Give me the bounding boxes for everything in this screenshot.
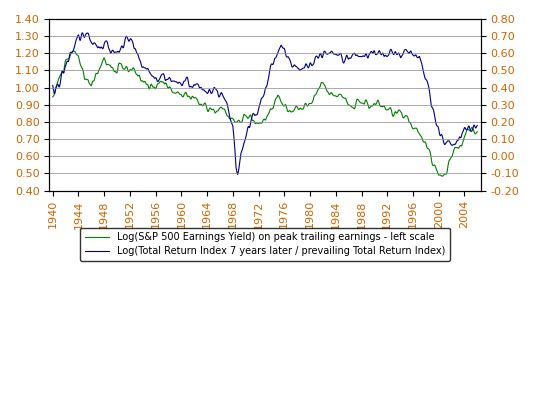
Log(S&P 500 Earnings Yield) on peak trailing earnings - left scale [439, 174, 445, 179]
Log(Total Return Index 7 years later / prevailing Total Return Index) [66, 58, 72, 63]
Log(S&P 500 Earnings Yield) on peak trailing earnings - left scale [198, 102, 204, 107]
Log(S&P 500 Earnings Yield) on peak trailing earnings - left scale [104, 62, 110, 67]
Log(Total Return Index 7 years later / prevailing Total Return Index) [387, 47, 394, 52]
Log(Total Return Index 7 years later / prevailing Total Return Index) [50, 83, 56, 88]
Log(S&P 500 Earnings Yield) on peak trailing earnings - left scale [70, 49, 77, 54]
Log(S&P 500 Earnings Yield) on peak trailing earnings - left scale [387, 106, 393, 111]
Log(Total Return Index 7 years later / prevailing Total Return Index) [104, 39, 110, 44]
Line: Log(Total Return Index 7 years later / prevailing Total Return Index): Log(Total Return Index 7 years later / p… [53, 33, 477, 174]
Line: Log(S&P 500 Earnings Yield) on peak trailing earnings - left scale: Log(S&P 500 Earnings Yield) on peak trai… [53, 51, 477, 176]
Log(S&P 500 Earnings Yield) on peak trailing earnings - left scale [50, 94, 56, 99]
Log(S&P 500 Earnings Yield) on peak trailing earnings - left scale [343, 96, 349, 101]
Log(Total Return Index 7 years later / prevailing Total Return Index) [474, 123, 481, 128]
Log(Total Return Index 7 years later / prevailing Total Return Index) [234, 172, 241, 177]
Log(S&P 500 Earnings Yield) on peak trailing earnings - left scale [474, 129, 481, 134]
Log(Total Return Index 7 years later / prevailing Total Return Index) [462, 126, 469, 131]
Log(Total Return Index 7 years later / prevailing Total Return Index) [198, 85, 204, 90]
Log(Total Return Index 7 years later / prevailing Total Return Index) [343, 53, 350, 58]
Log(Total Return Index 7 years later / prevailing Total Return Index) [79, 30, 85, 35]
Log(S&P 500 Earnings Yield) on peak trailing earnings - left scale [66, 56, 72, 61]
Legend: Log(S&P 500 Earnings Yield) on peak trailing earnings - left scale, Log(Total Re: Log(S&P 500 Earnings Yield) on peak trai… [80, 228, 450, 261]
Log(S&P 500 Earnings Yield) on peak trailing earnings - left scale [462, 132, 469, 137]
